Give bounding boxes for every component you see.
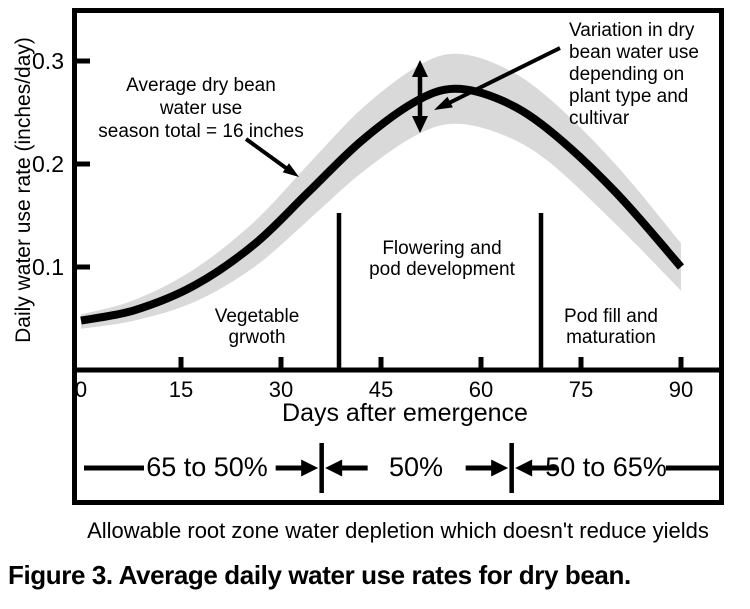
x-tick-label: 90: [668, 377, 694, 402]
x-axis-title: Days after emergence: [282, 399, 528, 427]
depletion-divider-line: [509, 443, 514, 493]
depletion-arrow-shaft: [530, 465, 558, 471]
y-tick-label: 0.2: [32, 151, 64, 177]
variation-range-arrowhead-up-icon: [412, 60, 428, 77]
depletion-axis-note: Allowable root zone water depletion whic…: [87, 518, 709, 543]
annotation-average-water-use: Average dry bean water use season total …: [98, 75, 304, 142]
y-tick: [77, 161, 90, 167]
depletion-segment-65-to-50: 65 to 50%: [146, 452, 268, 482]
annotation-variation: Variation in dry bean water use dependin…: [569, 20, 699, 129]
stage-label-flowering-pod-development: Flowering and pod development: [369, 238, 515, 280]
x-tick: [378, 357, 384, 370]
stage-divider-line: [336, 213, 342, 368]
y-tick-label: 0.1: [32, 254, 64, 280]
variation-range-arrowhead-down-icon: [412, 116, 428, 133]
x-tick-label: 75: [568, 377, 594, 402]
figure-caption: Figure 3. Average daily water use rates …: [8, 560, 631, 590]
depletion-arrow-shaft: [275, 465, 303, 471]
x-tick-label: 30: [268, 377, 294, 402]
average-water-use-curve: [80, 84, 685, 325]
annotation-arrow-shaft: [244, 137, 288, 170]
x-tick-label: 0: [74, 377, 88, 402]
x-tick: [278, 357, 284, 370]
leader-arrowhead-icon: [434, 96, 453, 110]
plot-frame: [72, 8, 724, 505]
depletion-arrow-shaft: [340, 465, 368, 471]
stage-label-vegetable-growth: Vegetable grwoth: [214, 306, 300, 348]
x-tick: [578, 357, 584, 370]
depletion-arrowhead-right-icon: [301, 459, 319, 477]
depletion-segment-50: 50%: [388, 452, 444, 482]
y-tick: [77, 264, 90, 270]
y-tick: [77, 58, 90, 64]
depletion-arrowhead-left-icon: [325, 459, 343, 477]
y-tick-label: 0.3: [32, 48, 64, 74]
annotation-arrowhead-icon: [282, 163, 299, 177]
x-tick-label: 60: [468, 377, 494, 402]
x-tick: [678, 357, 684, 370]
x-tick: [478, 357, 484, 370]
leader-arrow-shaft: [448, 46, 561, 105]
x-tick-label: 15: [168, 377, 194, 402]
x-axis-line: [72, 367, 724, 373]
stage-divider-line: [538, 213, 544, 368]
depletion-divider-line: [319, 443, 324, 493]
stage-label-pod-fill-maturation: Pod fill and maturation: [563, 306, 658, 348]
depletion-right-dash: [666, 465, 719, 471]
depletion-arrow-shaft: [465, 465, 493, 471]
depletion-arrowhead-left-icon: [515, 459, 533, 477]
x-tick-label: 45: [368, 377, 394, 402]
depletion-left-dash: [84, 465, 144, 471]
depletion-arrowhead-right-icon: [491, 459, 509, 477]
depletion-segment-50-to-65: 50 to 65%: [545, 452, 667, 482]
x-tick: [178, 357, 184, 370]
